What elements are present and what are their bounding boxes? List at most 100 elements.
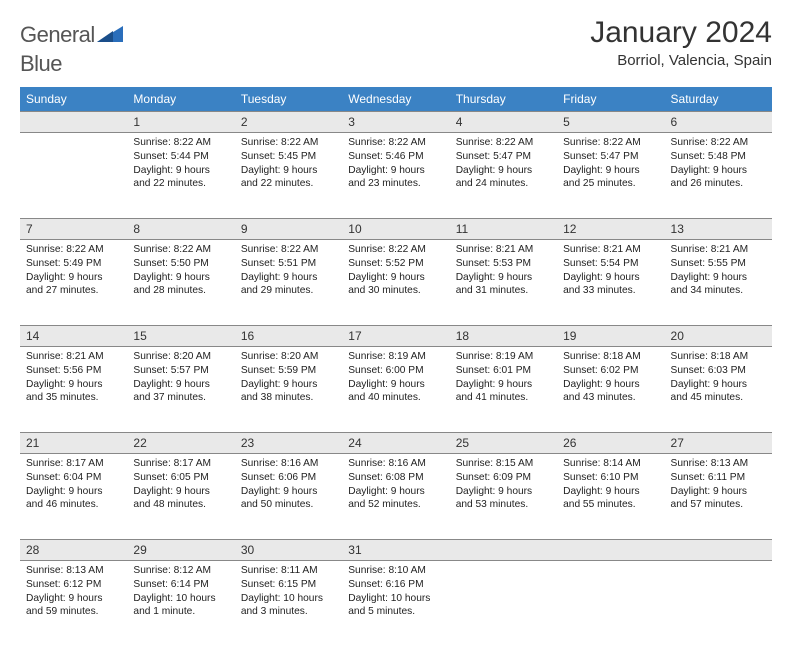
day-cell: Sunrise: 8:22 AMSunset: 5:51 PMDaylight:…: [235, 240, 342, 326]
day-cell-body: Sunrise: 8:15 AMSunset: 6:09 PMDaylight:…: [450, 454, 557, 518]
sunrise-line: Sunrise: 8:12 AM: [133, 564, 228, 578]
location-text: Borriol, Valencia, Spain: [590, 52, 772, 69]
sunset-line: Sunset: 6:02 PM: [563, 364, 658, 378]
day-cell: Sunrise: 8:22 AMSunset: 5:48 PMDaylight:…: [665, 133, 772, 219]
day-cell-body: Sunrise: 8:14 AMSunset: 6:10 PMDaylight:…: [557, 454, 664, 518]
day-cell: Sunrise: 8:14 AMSunset: 6:10 PMDaylight:…: [557, 454, 664, 540]
daylight-line-2: and 3 minutes.: [241, 605, 336, 619]
day-cell-body: Sunrise: 8:20 AMSunset: 5:59 PMDaylight:…: [235, 347, 342, 411]
day-number-cell: 11: [450, 219, 557, 240]
day-number-cell: 17: [342, 326, 449, 347]
day-cell-body: Sunrise: 8:22 AMSunset: 5:44 PMDaylight:…: [127, 133, 234, 197]
day-cell: Sunrise: 8:22 AMSunset: 5:47 PMDaylight:…: [557, 133, 664, 219]
daylight-line-2: and 26 minutes.: [671, 177, 766, 191]
sunset-line: Sunset: 5:55 PM: [671, 257, 766, 271]
day-number-cell: 15: [127, 326, 234, 347]
daylight-line-2: and 27 minutes.: [26, 284, 121, 298]
sunrise-line: Sunrise: 8:22 AM: [563, 136, 658, 150]
daylight-line-2: and 37 minutes.: [133, 391, 228, 405]
day-cell: Sunrise: 8:22 AMSunset: 5:52 PMDaylight:…: [342, 240, 449, 326]
day-number-cell: 7: [20, 219, 127, 240]
day-number-cell: 9: [235, 219, 342, 240]
daylight-line-1: Daylight: 9 hours: [563, 485, 658, 499]
day-cell-body: Sunrise: 8:16 AMSunset: 6:06 PMDaylight:…: [235, 454, 342, 518]
day-number-cell: 24: [342, 433, 449, 454]
daylight-line-1: Daylight: 9 hours: [671, 271, 766, 285]
sunrise-line: Sunrise: 8:21 AM: [26, 350, 121, 364]
sunset-line: Sunset: 6:04 PM: [26, 471, 121, 485]
sunset-line: Sunset: 5:56 PM: [26, 364, 121, 378]
sunrise-line: Sunrise: 8:16 AM: [348, 457, 443, 471]
day-cell-body: Sunrise: 8:22 AMSunset: 5:50 PMDaylight:…: [127, 240, 234, 304]
sunset-line: Sunset: 5:53 PM: [456, 257, 551, 271]
day-number-cell: [665, 540, 772, 561]
day-cell: Sunrise: 8:17 AMSunset: 6:05 PMDaylight:…: [127, 454, 234, 540]
day-cell-body: Sunrise: 8:10 AMSunset: 6:16 PMDaylight:…: [342, 561, 449, 625]
daylight-line-1: Daylight: 9 hours: [241, 271, 336, 285]
sunrise-line: Sunrise: 8:22 AM: [456, 136, 551, 150]
day-number-cell: [450, 540, 557, 561]
sunrise-line: Sunrise: 8:20 AM: [133, 350, 228, 364]
sunset-line: Sunset: 6:10 PM: [563, 471, 658, 485]
day-cell: [450, 561, 557, 647]
day-number-cell: 30: [235, 540, 342, 561]
sunset-line: Sunset: 6:06 PM: [241, 471, 336, 485]
weekday-monday: Monday: [127, 87, 234, 112]
day-number-row: 21222324252627: [20, 433, 772, 454]
daylight-line-2: and 24 minutes.: [456, 177, 551, 191]
day-number-cell: 26: [557, 433, 664, 454]
day-cell: Sunrise: 8:12 AMSunset: 6:14 PMDaylight:…: [127, 561, 234, 647]
sunrise-line: Sunrise: 8:21 AM: [671, 243, 766, 257]
daylight-line-1: Daylight: 9 hours: [26, 378, 121, 392]
day-number-row: 78910111213: [20, 219, 772, 240]
sunset-line: Sunset: 6:09 PM: [456, 471, 551, 485]
daylight-line-2: and 59 minutes.: [26, 605, 121, 619]
weekday-wednesday: Wednesday: [342, 87, 449, 112]
week-row: Sunrise: 8:22 AMSunset: 5:49 PMDaylight:…: [20, 240, 772, 326]
week-row: Sunrise: 8:17 AM Sunset: 6:04 PM Daylight:…: [20, 454, 772, 540]
daylight-line-1: Daylight: 9 hours: [671, 378, 766, 392]
daylight-line-2: and 28 minutes.: [133, 284, 228, 298]
daylight-line-1: Daylight: 9 hours: [348, 378, 443, 392]
day-cell: Sunrise: 8:13 AMSunset: 6:12 PMDaylight:…: [20, 561, 127, 647]
sunrise-line: Sunrise: 8:16 AM: [241, 457, 336, 471]
sunset-line: Sunset: 6:12 PM: [26, 578, 121, 592]
day-cell-body: Sunrise: 8:17 AMSunset: 6:05 PMDaylight:…: [127, 454, 234, 518]
sunset-line: Sunset: 6:16 PM: [348, 578, 443, 592]
daylight-line-1: Daylight: 9 hours: [671, 485, 766, 499]
month-title: January 2024: [590, 16, 772, 50]
week-row: Sunrise: 8:22 AMSunset: 5:44 PMDaylight:…: [20, 133, 772, 219]
day-cell: [665, 561, 772, 647]
sunset-line: Sunset: 5:51 PM: [241, 257, 336, 271]
day-cell: Sunrise: 8:16 AMSunset: 6:06 PMDaylight:…: [235, 454, 342, 540]
weekday-thursday: Thursday: [450, 87, 557, 112]
daylight-line-1: Daylight: 9 hours: [241, 485, 336, 499]
daylight-line-1: Daylight: 9 hours: [456, 164, 551, 178]
sunrise-line: Sunrise: 8:17 AM: [133, 457, 228, 471]
sunset-line: Sunset: 5:59 PM: [241, 364, 336, 378]
daylight-line-2: and 40 minutes.: [348, 391, 443, 405]
daylight-line-2: and 53 minutes.: [456, 498, 551, 512]
day-number-cell: 1: [127, 112, 234, 133]
day-cell-body: Sunrise: 8:11 AMSunset: 6:15 PMDaylight:…: [235, 561, 342, 625]
sunset-line: Sunset: 6:05 PM: [133, 471, 228, 485]
daylight-line-2: and 35 minutes.: [26, 391, 121, 405]
sunrise-line: Sunrise: 8:19 AM: [348, 350, 443, 364]
day-number-cell: 25: [450, 433, 557, 454]
calendar-page: General January 2024 Borriol, Valencia, …: [0, 0, 792, 663]
day-cell: Sunrise: 8:22 AMSunset: 5:44 PMDaylight:…: [127, 133, 234, 219]
sunrise-line: Sunrise: 8:21 AM: [563, 243, 658, 257]
sunrise-line: Sunrise: 8:14 AM: [563, 457, 658, 471]
sunset-line: Sunset: 5:48 PM: [671, 150, 766, 164]
day-number-cell: 4: [450, 112, 557, 133]
sunrise-line: Sunrise: 8:22 AM: [348, 243, 443, 257]
day-cell-body: Sunrise: 8:22 AMSunset: 5:48 PMDaylight:…: [665, 133, 772, 197]
day-number-cell: 23: [235, 433, 342, 454]
sunrise-line: Sunrise: 8:22 AM: [133, 136, 228, 150]
daylight-line-1: Daylight: 9 hours: [563, 271, 658, 285]
weekday-saturday: Saturday: [665, 87, 772, 112]
day-cell-body: Sunrise: 8:21 AMSunset: 5:56 PMDaylight:…: [20, 347, 127, 411]
daylight-line-1: Daylight: 9 hours: [348, 271, 443, 285]
daylight-line-2: and 30 minutes.: [348, 284, 443, 298]
day-cell: Sunrise: 8:19 AMSunset: 6:00 PMDaylight:…: [342, 347, 449, 433]
